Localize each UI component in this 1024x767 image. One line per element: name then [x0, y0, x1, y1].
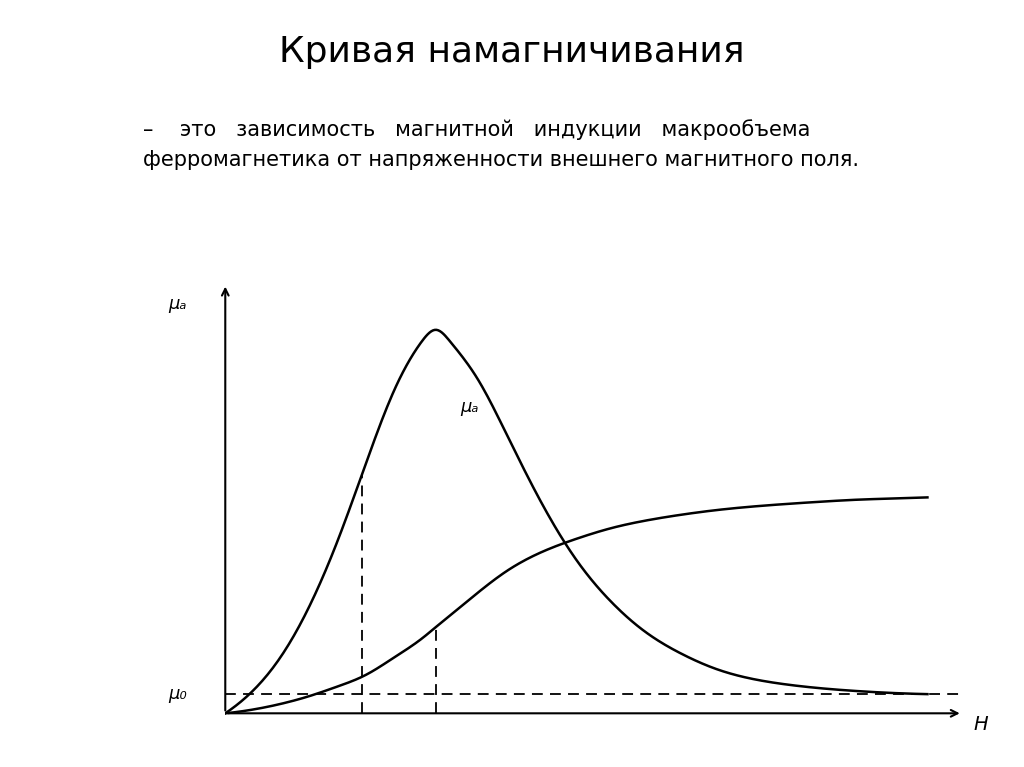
- Text: μₐ: μₐ: [168, 295, 186, 313]
- Text: H: H: [973, 716, 988, 734]
- Text: –    это   зависимость   магнитной   индукции   макрообъема: – это зависимость магнитной индукции мак…: [143, 119, 811, 140]
- Text: Кривая намагничивания: Кривая намагничивания: [280, 35, 744, 68]
- Text: ферромагнетика от напряженности внешнего магнитного поля.: ферромагнетика от напряженности внешнего…: [143, 150, 859, 170]
- Text: μ₀: μ₀: [168, 685, 186, 703]
- Text: μₐ: μₐ: [461, 397, 479, 416]
